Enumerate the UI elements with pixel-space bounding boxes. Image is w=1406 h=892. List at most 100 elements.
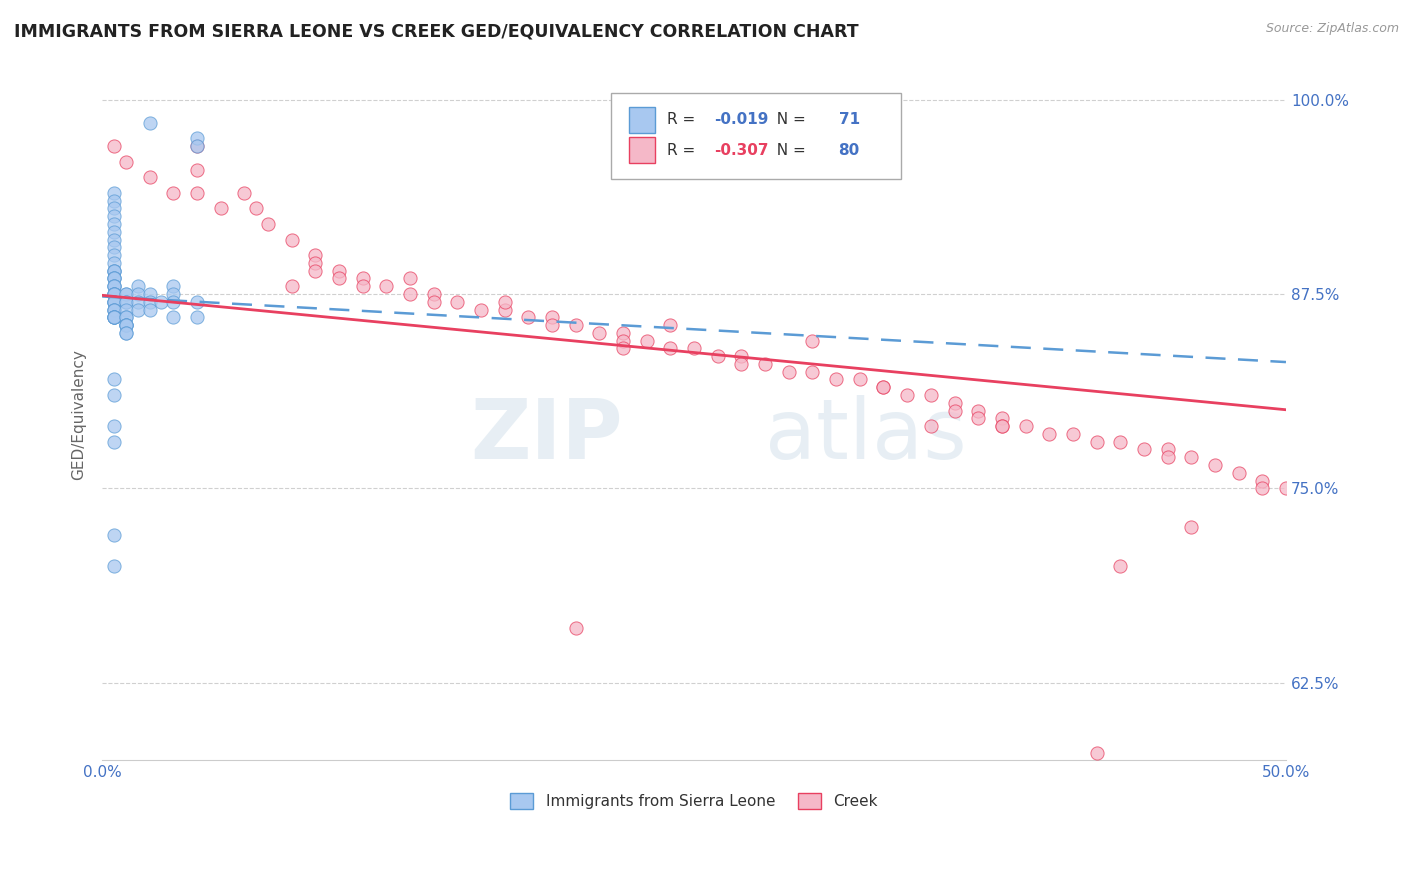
Point — [103, 217, 125, 231]
Point — [115, 326, 138, 340]
Point — [103, 302, 125, 317]
Point — [257, 217, 280, 231]
Point — [103, 434, 125, 449]
Point — [127, 302, 149, 317]
Point — [103, 248, 125, 262]
Point — [801, 365, 824, 379]
Point — [991, 419, 1014, 434]
Point — [920, 419, 942, 434]
Point — [612, 342, 634, 356]
Point — [186, 139, 208, 153]
Text: N =: N = — [768, 112, 811, 128]
Point — [138, 294, 160, 309]
Point — [103, 263, 125, 277]
Point — [103, 287, 125, 301]
Point — [127, 294, 149, 309]
Text: -0.307: -0.307 — [714, 143, 769, 158]
Point — [352, 279, 374, 293]
Point — [683, 342, 706, 356]
Point — [1038, 426, 1060, 441]
Point — [1227, 466, 1250, 480]
Point — [186, 139, 208, 153]
Point — [186, 310, 208, 325]
Point — [115, 302, 138, 317]
Point — [115, 154, 138, 169]
Point — [115, 310, 138, 325]
Point — [103, 310, 125, 325]
Point — [186, 162, 208, 177]
Point — [150, 294, 173, 309]
Point — [1156, 442, 1178, 457]
Point — [1180, 450, 1202, 465]
Point — [103, 271, 125, 285]
Point — [103, 294, 125, 309]
Point — [103, 528, 125, 542]
Point — [328, 263, 350, 277]
Point — [103, 287, 125, 301]
Point — [103, 225, 125, 239]
Point — [446, 294, 468, 309]
Point — [103, 310, 125, 325]
Point — [399, 271, 422, 285]
Point — [138, 287, 160, 301]
Point — [422, 287, 444, 301]
FancyBboxPatch shape — [612, 93, 901, 179]
Point — [872, 380, 894, 394]
Point — [115, 318, 138, 332]
Point — [1251, 481, 1274, 495]
Text: -0.019: -0.019 — [714, 112, 769, 128]
Point — [280, 233, 302, 247]
Text: atlas: atlas — [765, 394, 967, 475]
Point — [1180, 520, 1202, 534]
Point — [991, 419, 1014, 434]
Point — [967, 411, 990, 425]
Point — [1251, 474, 1274, 488]
Point — [186, 294, 208, 309]
Point — [103, 263, 125, 277]
Point — [162, 294, 184, 309]
Text: ZIP: ZIP — [471, 394, 623, 475]
Point — [103, 294, 125, 309]
Point — [1109, 559, 1132, 574]
Point — [115, 326, 138, 340]
Point — [943, 396, 966, 410]
Point — [103, 263, 125, 277]
Point — [778, 365, 800, 379]
Point — [1014, 419, 1036, 434]
Point — [636, 334, 658, 348]
Point — [304, 248, 326, 262]
Text: 71: 71 — [838, 112, 859, 128]
FancyBboxPatch shape — [628, 106, 655, 133]
Text: N =: N = — [768, 143, 811, 158]
Point — [138, 302, 160, 317]
Point — [103, 294, 125, 309]
Point — [103, 279, 125, 293]
Point — [564, 318, 586, 332]
Point — [612, 334, 634, 348]
Point — [1133, 442, 1156, 457]
Point — [209, 202, 232, 216]
Point — [1062, 426, 1084, 441]
Point — [115, 294, 138, 309]
Point — [659, 318, 682, 332]
Y-axis label: GED/Equivalency: GED/Equivalency — [72, 349, 86, 480]
Point — [186, 131, 208, 145]
Point — [825, 372, 848, 386]
Point — [612, 326, 634, 340]
Point — [328, 271, 350, 285]
Text: IMMIGRANTS FROM SIERRA LEONE VS CREEK GED/EQUIVALENCY CORRELATION CHART: IMMIGRANTS FROM SIERRA LEONE VS CREEK GE… — [14, 22, 859, 40]
Point — [754, 357, 776, 371]
Point — [103, 240, 125, 254]
Point — [730, 349, 752, 363]
Point — [517, 310, 540, 325]
Point — [162, 287, 184, 301]
Point — [1085, 746, 1108, 760]
Point — [494, 302, 516, 317]
Point — [103, 139, 125, 153]
Point — [103, 302, 125, 317]
Point — [1204, 458, 1226, 472]
Text: 80: 80 — [838, 143, 859, 158]
Point — [115, 318, 138, 332]
Point — [730, 357, 752, 371]
Point — [103, 271, 125, 285]
